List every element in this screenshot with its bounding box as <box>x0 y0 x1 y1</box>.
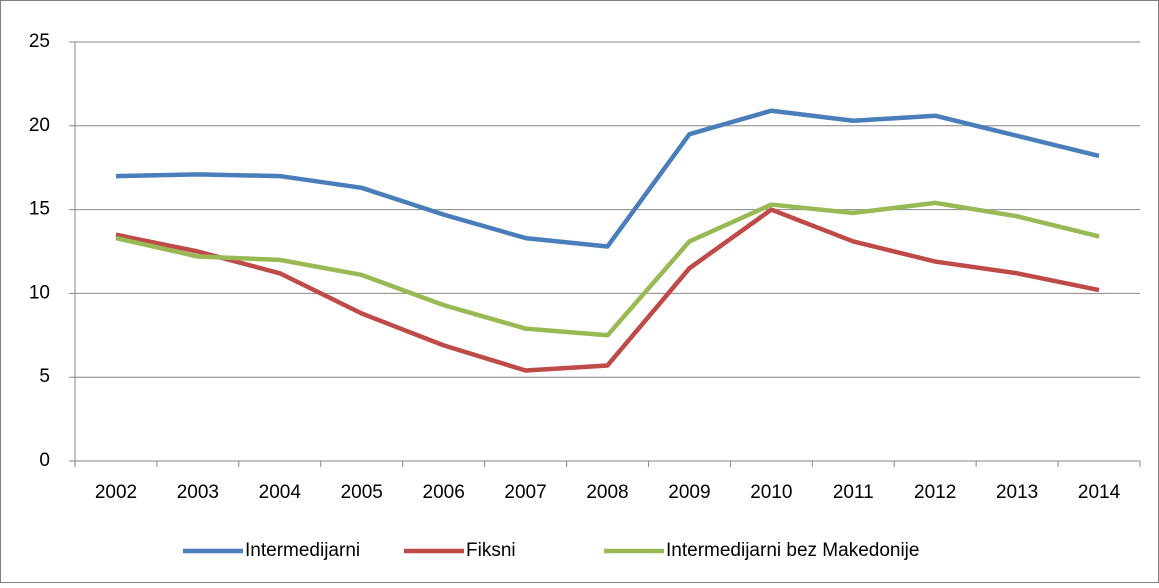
x-tick-label: 2004 <box>259 482 302 503</box>
x-tick-label: 2008 <box>586 482 628 503</box>
x-tick-label: 2010 <box>750 482 792 503</box>
y-tick-label: 15 <box>29 199 50 220</box>
line-series <box>115 207 1100 373</box>
x-tick-label: 2011 <box>833 482 874 503</box>
x-tick-label: 2002 <box>95 482 137 503</box>
y-tick-label: 10 <box>29 282 50 303</box>
x-tick-label: 2009 <box>668 482 710 503</box>
y-tick-label: 5 <box>39 366 50 387</box>
line-series <box>115 200 1100 338</box>
x-tick-label: 2005 <box>341 482 383 503</box>
x-tick-label: 2014 <box>1078 482 1121 503</box>
x-tick-label: 2003 <box>177 482 219 503</box>
x-tick-label: 2007 <box>504 482 546 503</box>
x-tick-label: 2013 <box>996 482 1038 503</box>
y-tick-label: 25 <box>29 31 50 52</box>
legend-label: Fiksni <box>466 540 516 561</box>
line-series <box>115 108 1100 249</box>
x-tick-label: 2012 <box>914 482 956 503</box>
legend-label: Intermedijarni bez Makedonije <box>666 540 919 561</box>
legend-label: Intermedijarni <box>245 540 360 561</box>
y-tick-label: 20 <box>29 115 50 136</box>
y-tick-label: 0 <box>39 450 50 471</box>
x-tick-label: 2006 <box>423 482 465 503</box>
